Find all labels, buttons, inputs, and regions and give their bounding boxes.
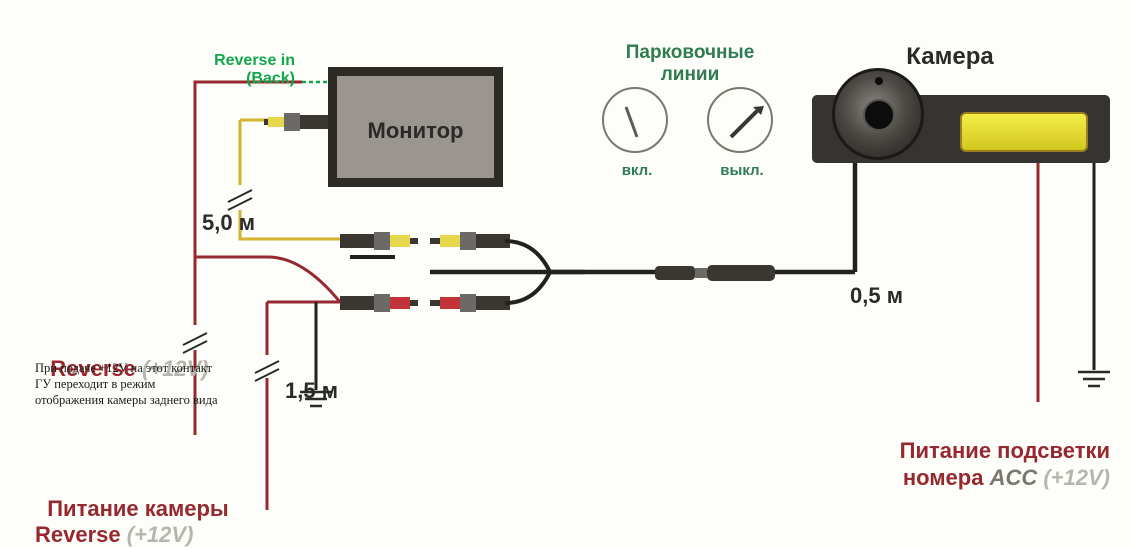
- parking-circle-on: [602, 87, 668, 153]
- rca-yellow-female-right: [430, 228, 510, 254]
- rca-red-female-right: [430, 290, 510, 316]
- monitor-label: Монитор: [337, 118, 494, 144]
- camera-title: Камера: [870, 43, 1030, 71]
- reverse-in-label: Reverse in (Back): [155, 52, 295, 88]
- plate-power-suffix: (+12V): [1043, 465, 1110, 490]
- plate-power-label: Питание подсветки номера ACC (+12V): [800, 410, 1110, 491]
- circle-off-label: выкл.: [707, 162, 777, 179]
- length-5m: 5,0 м: [202, 210, 255, 236]
- rca-yellow-male-left: [340, 228, 420, 254]
- monitor: Монитор: [328, 67, 503, 187]
- length-0-5m: 0,5 м: [850, 283, 903, 309]
- length-1-5m: 1,5 м: [285, 378, 338, 404]
- monitor-rca-connector: [264, 107, 334, 137]
- plate-lamp: [960, 112, 1088, 152]
- camera-power-label: Питание камеры Reverse (+12V): [35, 470, 229, 548]
- camera-lens-body: [832, 68, 924, 160]
- rca-red-male-left: [340, 290, 420, 316]
- parking-lines-title: Парковочные линии: [585, 42, 795, 86]
- plate-power-acc: ACC: [990, 465, 1044, 490]
- reverse-footnote: При подаче +12V на этот контакт ГУ перех…: [35, 360, 218, 408]
- left-red-link: [268, 247, 348, 317]
- camera-power-suffix: (+12V): [127, 522, 194, 547]
- circle-on-label: вкл.: [602, 162, 672, 179]
- inline-barrel-connector: [655, 258, 775, 288]
- y-harness: [505, 226, 585, 316]
- parking-circle-off: [707, 87, 773, 153]
